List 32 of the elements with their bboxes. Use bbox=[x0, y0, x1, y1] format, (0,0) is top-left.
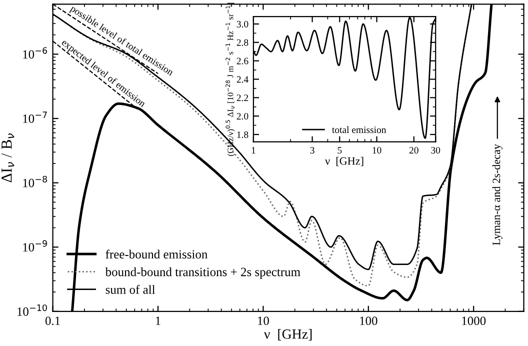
x-tick-label: 5 bbox=[338, 147, 342, 154]
y-tick-label: 2.2 bbox=[236, 94, 248, 102]
text: (GHz/ν)$^{0.5}$ ΔI$_{ν}$ [10$^{−28}$ J m$^{−2}$ s$^{−1}$ Hz$^{−1}$ sr$^{−1}$] bbox=[226, 2, 235, 156]
y-tick-label: 3.0 bbox=[236, 20, 248, 28]
y-tick-label: 10$^{−9}$ bbox=[23, 240, 47, 252]
x-tick-label: 20 bbox=[409, 147, 418, 154]
annotation: Lyman-α and 2s-decay bbox=[492, 144, 502, 246]
x-tick-label: 100 bbox=[360, 316, 378, 326]
legend-label: bound-bound transitions + 2s spectrum bbox=[105, 267, 300, 279]
legend-label: free-bound emission bbox=[106, 250, 208, 259]
x-tick-label: 1000 bbox=[462, 316, 486, 326]
x-tick-label: 10 bbox=[258, 316, 269, 326]
x-tick-label: 0.1 bbox=[45, 316, 60, 326]
y-tick-label: 2.4 bbox=[236, 76, 248, 83]
x-tick-label: 10 bbox=[372, 147, 382, 154]
y-tick-label: 10$^{−6}$ bbox=[23, 47, 48, 59]
x-tick-label: 1 bbox=[252, 147, 256, 154]
y-tick-label: 10$^{−8}$ bbox=[23, 176, 47, 188]
x-axis-title: ν [GHz] bbox=[325, 156, 364, 166]
legend-label: sum of all bbox=[106, 284, 156, 294]
y-tick-label: 10$^{−10}$ bbox=[18, 304, 47, 316]
x-tick-label: 30 bbox=[431, 147, 440, 154]
y-axis-title: ΔI$_{ν}$ / B$_{ν}$ bbox=[2, 134, 14, 182]
x-axis-title: ν [GHz] bbox=[264, 328, 312, 340]
legend-label: total emission bbox=[332, 126, 386, 134]
y-tick-label: 2.6 bbox=[236, 58, 248, 64]
y-tick-label: 2.8 bbox=[236, 39, 248, 46]
y-tick-label: 2.0 bbox=[236, 112, 248, 120]
x-tick-label: 1 bbox=[156, 316, 160, 325]
y-tick-label: 10$^{−7}$ bbox=[23, 112, 47, 123]
x-tick-label: 3 bbox=[310, 147, 314, 154]
y-tick-label: 1.8 bbox=[237, 131, 248, 138]
